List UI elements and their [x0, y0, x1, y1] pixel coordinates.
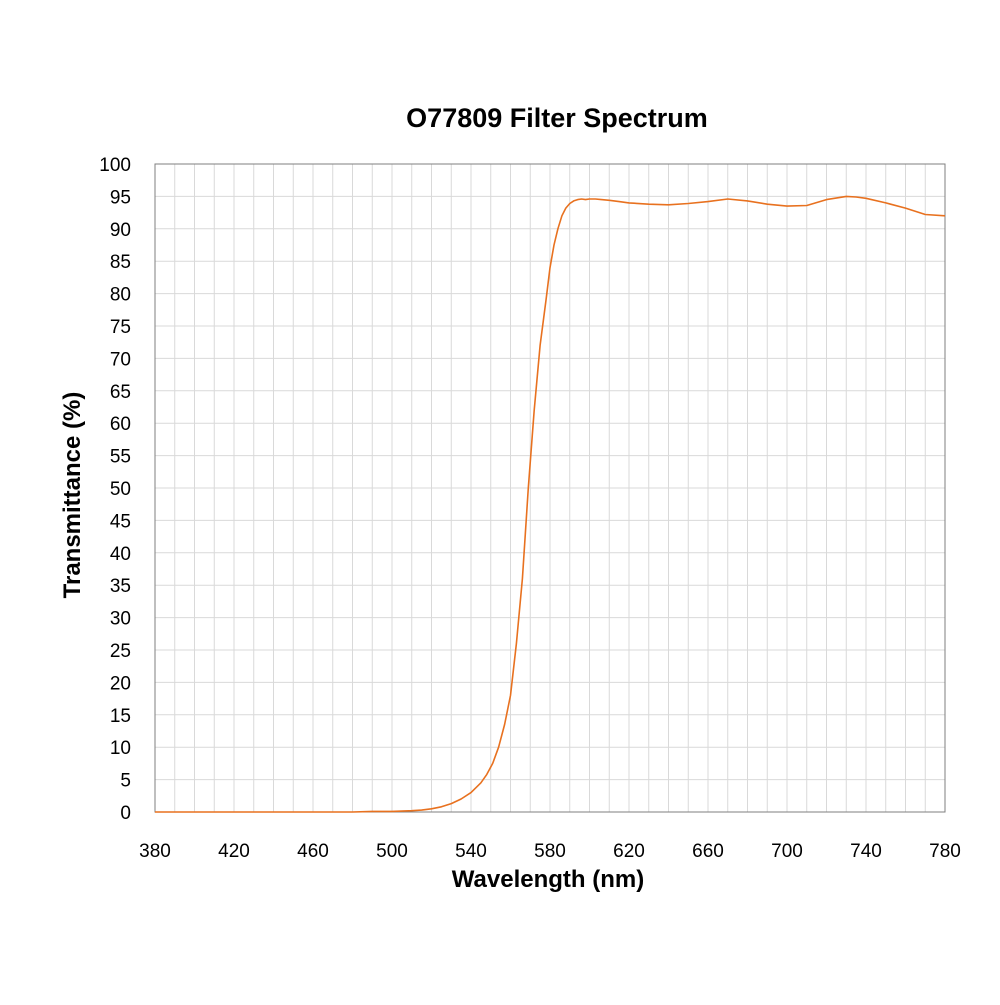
y-tick-label: 100 [99, 155, 131, 176]
y-tick-label: 10 [110, 738, 131, 759]
y-tick-label: 60 [110, 414, 131, 435]
series-line-transmittance [155, 195, 946, 813]
chart-title: O77809 Filter Spectrum [406, 103, 708, 133]
y-tick-label: 40 [110, 544, 131, 565]
x-tick-label: 660 [692, 841, 724, 862]
y-tick-labels: 0 5 10 15 20 25 30 35 40 45 50 55 60 65 70 75 80 85 90 95 10… [99, 155, 131, 824]
y-tick-label: 0 [120, 803, 131, 824]
x-tick-label: 380 [139, 841, 171, 862]
y-tick-label: 75 [110, 317, 131, 338]
series-layer [155, 195, 946, 813]
y-tick-label: 95 [110, 187, 131, 208]
y-tick-label: 35 [110, 576, 131, 597]
x-tick-label: 540 [455, 841, 487, 862]
x-tick-label: 580 [534, 841, 566, 862]
x-tick-label: 700 [771, 841, 803, 862]
x-axis-title: Wavelength (nm) [452, 866, 644, 893]
x-tick-label: 500 [376, 841, 408, 862]
x-tick-label: 420 [218, 841, 250, 862]
y-tick-label: 55 [110, 447, 131, 468]
y-tick-label: 5 [120, 771, 131, 792]
y-tick-label: 65 [110, 382, 131, 403]
gridlines [155, 164, 945, 812]
x-tick-label: 620 [613, 841, 645, 862]
y-tick-label: 85 [110, 252, 131, 273]
plot-area-frame [154, 163, 946, 813]
y-tick-label: 30 [110, 609, 131, 630]
y-tick-label: 45 [110, 511, 131, 532]
x-tick-label: 460 [297, 841, 329, 862]
y-tick-label: 70 [110, 349, 131, 370]
y-tick-label: 15 [110, 706, 131, 727]
y-tick-label: 20 [110, 673, 131, 694]
y-tick-label: 50 [110, 479, 131, 500]
y-axis-title: Transmittance (%) [59, 392, 86, 599]
x-tick-label: 780 [929, 841, 961, 862]
x-tick-labels: 380 420 460 500 540 580 620 660 700 740 780 [139, 841, 961, 862]
y-tick-label: 80 [110, 285, 131, 306]
x-tick-label: 740 [850, 841, 882, 862]
y-tick-label: 90 [110, 220, 131, 241]
y-tick-label: 25 [110, 641, 131, 662]
